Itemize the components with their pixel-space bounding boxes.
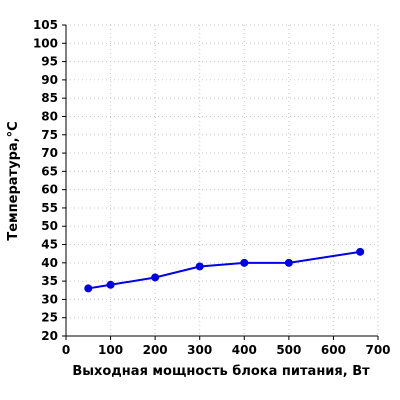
x-tick-label-500: 500 [276, 343, 301, 357]
y-tick-label-60: 60 [41, 183, 58, 197]
x-tick-label-400: 400 [232, 343, 257, 357]
y-tick-label-50: 50 [41, 219, 58, 233]
x-tick-label-100: 100 [98, 343, 123, 357]
x-axis-title: Выходная мощность блока питания, Вт [72, 364, 370, 379]
data-point-0-4 [240, 258, 249, 267]
y-tick-label-75: 75 [41, 128, 58, 142]
series-group [84, 247, 365, 293]
y-tick-label-55: 55 [41, 201, 58, 215]
x-axis-ticks: 0 100 200 300 400 500 600 700 [62, 336, 391, 357]
x-tick-label-0: 0 [62, 343, 70, 357]
y-tick-label-70: 70 [41, 146, 58, 160]
y-tick-label-35: 35 [41, 274, 58, 288]
y-axis-ticks: 20 25 30 35 40 45 50 55 60 65 70 75 80 85 90 95 100 105 [33, 18, 66, 343]
y-axis-title: Температура,°С [6, 121, 21, 240]
data-point-0-5 [284, 258, 293, 267]
y-tick-label-30: 30 [41, 292, 58, 306]
y-tick-label-40: 40 [41, 256, 58, 270]
data-point-0-6 [356, 247, 365, 256]
y-tick-label-25: 25 [41, 311, 58, 325]
x-tick-label-700: 700 [365, 343, 390, 357]
y-tick-label-20: 20 [41, 329, 58, 343]
x-tick-label-300: 300 [187, 343, 212, 357]
data-point-0-3 [195, 262, 204, 271]
y-tick-label-95: 95 [41, 55, 58, 69]
x-tick-label-200: 200 [143, 343, 168, 357]
y-tick-label-80: 80 [41, 109, 58, 123]
series-line-0 [88, 250, 361, 290]
grid [65, 24, 379, 337]
data-point-0-2 [151, 273, 160, 282]
data-point-0-0 [84, 284, 93, 293]
y-tick-label-100: 100 [33, 36, 58, 50]
data-point-0-1 [106, 280, 115, 289]
axes [65, 25, 378, 337]
x-tick-label-600: 600 [321, 343, 346, 357]
y-tick-label-90: 90 [41, 73, 58, 87]
y-tick-label-105: 105 [33, 18, 58, 32]
y-tick-label-45: 45 [41, 238, 58, 252]
y-tick-label-65: 65 [41, 164, 58, 178]
y-tick-label-85: 85 [41, 91, 58, 105]
